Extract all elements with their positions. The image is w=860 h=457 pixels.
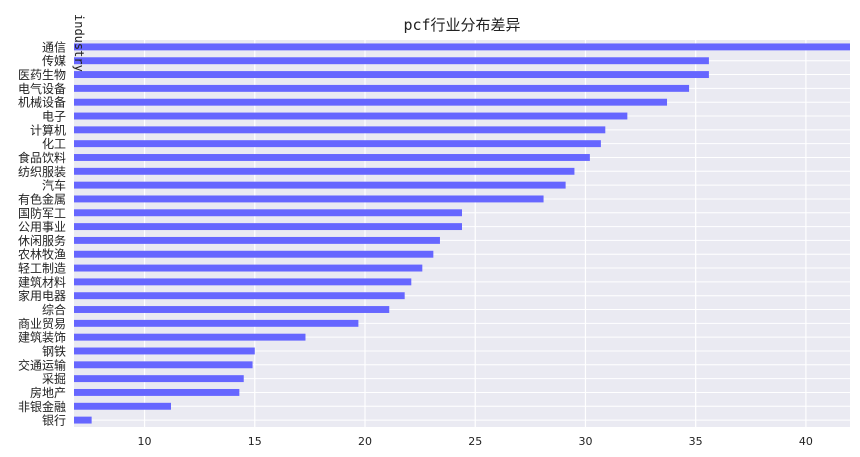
category-label: 电气设备: [18, 81, 66, 96]
category-label: 传媒: [42, 53, 66, 68]
bar: [74, 154, 590, 161]
bar: [74, 209, 462, 217]
category-label: 采掘: [42, 371, 66, 386]
bar: [74, 236, 440, 244]
category-label: 农林牧渔: [18, 248, 66, 262]
category-label: 计算机: [30, 122, 66, 137]
category-label: 轻工制造: [18, 262, 66, 276]
bar: [74, 140, 601, 148]
bar: [74, 126, 606, 134]
category-label: 机械设备: [18, 95, 66, 110]
category-label: 纺织服装: [18, 165, 66, 179]
category-label: 通信: [42, 40, 66, 54]
x-tick-label: 40: [799, 435, 813, 448]
category-label: 国防军工: [18, 205, 66, 220]
category-label: 交通运输: [18, 357, 66, 372]
category-labels: 通信传媒医药生物电气设备机械设备电子计算机化工食品饮料纺织服装汽车有色金属国防军…: [18, 40, 66, 427]
bar: [74, 292, 405, 300]
bar: [74, 84, 690, 92]
bar: [74, 223, 462, 231]
bar: [74, 98, 668, 106]
chart-title: pcf行业分布差异: [403, 16, 521, 34]
bar: [74, 57, 709, 65]
bar: [74, 402, 171, 410]
category-label: 医药生物: [18, 68, 66, 82]
category-label: 商业贸易: [18, 316, 66, 331]
bar: [74, 43, 850, 51]
bar: [74, 416, 92, 424]
x-tick-label: 10: [138, 435, 152, 448]
category-label: 建筑材料: [18, 274, 66, 289]
bar: [74, 264, 423, 272]
category-label: 非银金融: [18, 399, 66, 414]
category-label: 综合: [42, 302, 66, 317]
bar: [74, 306, 390, 313]
bar: [74, 250, 434, 258]
x-tick-label: 35: [689, 435, 703, 448]
bar: [74, 167, 575, 175]
bar: [74, 319, 359, 327]
plot-background: [74, 40, 850, 427]
category-label: 家用电器: [18, 288, 66, 303]
bar: [74, 195, 544, 203]
bar: [74, 112, 628, 120]
bar: [74, 375, 244, 383]
bar: [74, 388, 240, 396]
category-label: 化工: [42, 137, 66, 151]
bar: [74, 333, 306, 341]
category-label: 汽车: [42, 178, 66, 193]
bar: [74, 278, 412, 286]
x-tick-label: 15: [248, 435, 262, 448]
category-label: 有色金属: [18, 191, 66, 206]
x-tick-labels: 10 15 20 25 30 35 40: [138, 435, 813, 448]
category-label: 银行: [42, 414, 66, 428]
bars-group: [74, 43, 850, 424]
category-label: 钢铁: [42, 344, 66, 358]
bar: [74, 361, 253, 369]
bar: [74, 71, 709, 79]
category-label: 房地产: [30, 385, 66, 400]
bar: [74, 181, 566, 189]
category-label: 建筑装饰: [18, 330, 66, 345]
x-tick-label: 25: [468, 435, 482, 448]
y-axis-title: industry: [72, 14, 86, 72]
bar: [74, 347, 255, 355]
category-label: 食品饮料: [18, 150, 66, 165]
category-label: 电子: [42, 110, 66, 124]
category-label: 公用事业: [18, 220, 66, 234]
x-tick-label: 20: [358, 435, 372, 448]
category-label: 休闲服务: [18, 233, 66, 248]
x-tick-label: 30: [578, 435, 592, 448]
